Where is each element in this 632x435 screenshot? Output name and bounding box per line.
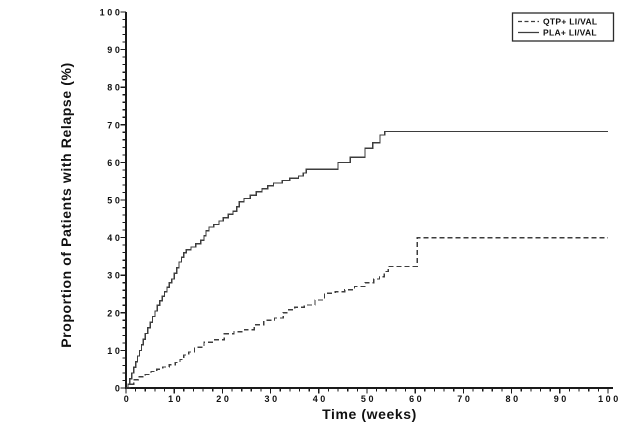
x-tick-label: 100 [598,394,621,404]
legend-entry: PLA+ LI/VAL [518,28,597,38]
y-tick-label: 50 [107,196,122,206]
x-tick-label: 50 [361,394,376,404]
y-tick-label: 60 [107,158,122,168]
x-tick-label: 90 [554,394,569,404]
tick-labels: 0 10 20 30 40 50 60 70 80 90 100 0 10 20 30 40 50 60 70 80 9… [100,8,621,405]
x-tick-label: 30 [264,394,279,404]
x-tick-label: 0 [124,394,132,404]
x-tick-label: 60 [409,394,424,404]
legend-box [511,12,615,42]
pla-series-line [126,130,608,389]
x-tick-label: 40 [313,394,328,404]
legend-entry: QTP+ LI/VAL [518,17,597,27]
x-tick-label: 20 [216,394,231,404]
x-axis-title: Time (weeks) [322,406,417,422]
y-axis-title: Proportion of Patients with Relapse (%) [58,62,74,348]
x-tick-label: 10 [168,394,183,404]
x-tick-label: 80 [505,394,520,404]
y-tick-label: 30 [107,271,122,281]
y-tick-label: 90 [107,45,122,55]
x-tick-label: 70 [457,394,472,404]
y-tick-label: 40 [107,233,122,243]
y-tick-label: 20 [107,308,122,318]
legend-series-label: PLA+ LI/VAL [543,28,597,38]
qtp-series-line [126,236,608,389]
axes [125,12,613,389]
y-tick-label: 10 [107,346,122,356]
legend-series-label: QTP+ LI/VAL [543,17,597,27]
axis-ticks [120,11,609,394]
y-tick-label: 80 [107,83,122,93]
y-tick-label: 100 [100,8,123,18]
y-tick-label: 70 [107,120,122,130]
series-curves [126,130,608,389]
y-tick-label: 0 [115,384,123,394]
